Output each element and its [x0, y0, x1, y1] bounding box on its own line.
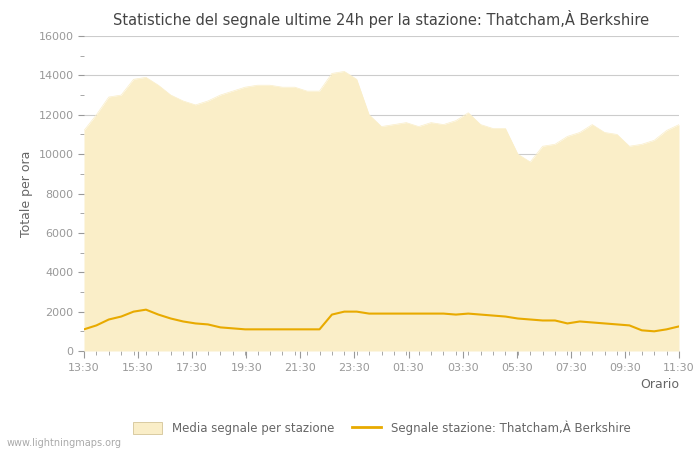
Y-axis label: Totale per ora: Totale per ora: [20, 150, 33, 237]
Title: Statistiche del segnale ultime 24h per la stazione: Thatcham,À Berkshire: Statistiche del segnale ultime 24h per l…: [113, 10, 650, 28]
X-axis label: Orario: Orario: [640, 378, 679, 392]
Text: www.lightningmaps.org: www.lightningmaps.org: [7, 438, 122, 448]
Legend: Media segnale per stazione, Segnale stazione: Thatcham,À Berkshire: Media segnale per stazione, Segnale staz…: [128, 416, 635, 440]
